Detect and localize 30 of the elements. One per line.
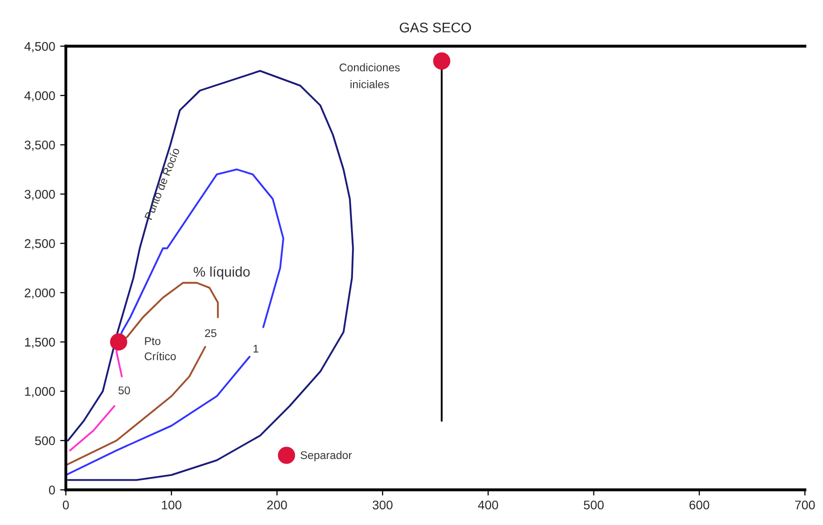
- annotation: 25: [205, 329, 216, 338]
- y-tick-label: 1,000: [25, 387, 55, 398]
- x-tick-label: 600: [690, 500, 710, 510]
- annotation: 1: [254, 344, 258, 353]
- y-tick-label: 3,500: [24, 140, 55, 151]
- x-tick-label: 100: [162, 500, 182, 510]
- x-tick-label: 400: [478, 500, 498, 510]
- y-tick-label: 0: [48, 486, 55, 494]
- annotation: Separador: [300, 450, 352, 462]
- point: [110, 333, 128, 351]
- y-tick-label: 1,500: [25, 338, 55, 348]
- y-tick-label: 4,000: [24, 91, 55, 102]
- annotation: Pto Crítico: [144, 337, 176, 360]
- x-tick-label: 700: [795, 500, 815, 510]
- point: [278, 446, 296, 464]
- annotation: % líquido: [194, 266, 250, 280]
- annotation: Punto de Rocío: [144, 147, 180, 220]
- point: [433, 52, 450, 70]
- y-tick-label: 3,000: [24, 190, 55, 200]
- y-tick-label: 500: [35, 436, 55, 446]
- chart-title: GAS SECO: [400, 22, 471, 32]
- x-tick-label: 200: [267, 500, 287, 510]
- y-tick-label: 2,500: [24, 239, 55, 250]
- y-tick-label: 2,000: [24, 288, 55, 299]
- x-tick-label: 0: [62, 500, 69, 510]
- y-tick-label: 4,500: [24, 42, 55, 52]
- x-tick-label: 300: [372, 500, 393, 510]
- annotation: 50: [118, 386, 130, 394]
- annotation: Condiciones iniciales: [340, 63, 400, 88]
- x-tick-label: 500: [584, 500, 604, 510]
